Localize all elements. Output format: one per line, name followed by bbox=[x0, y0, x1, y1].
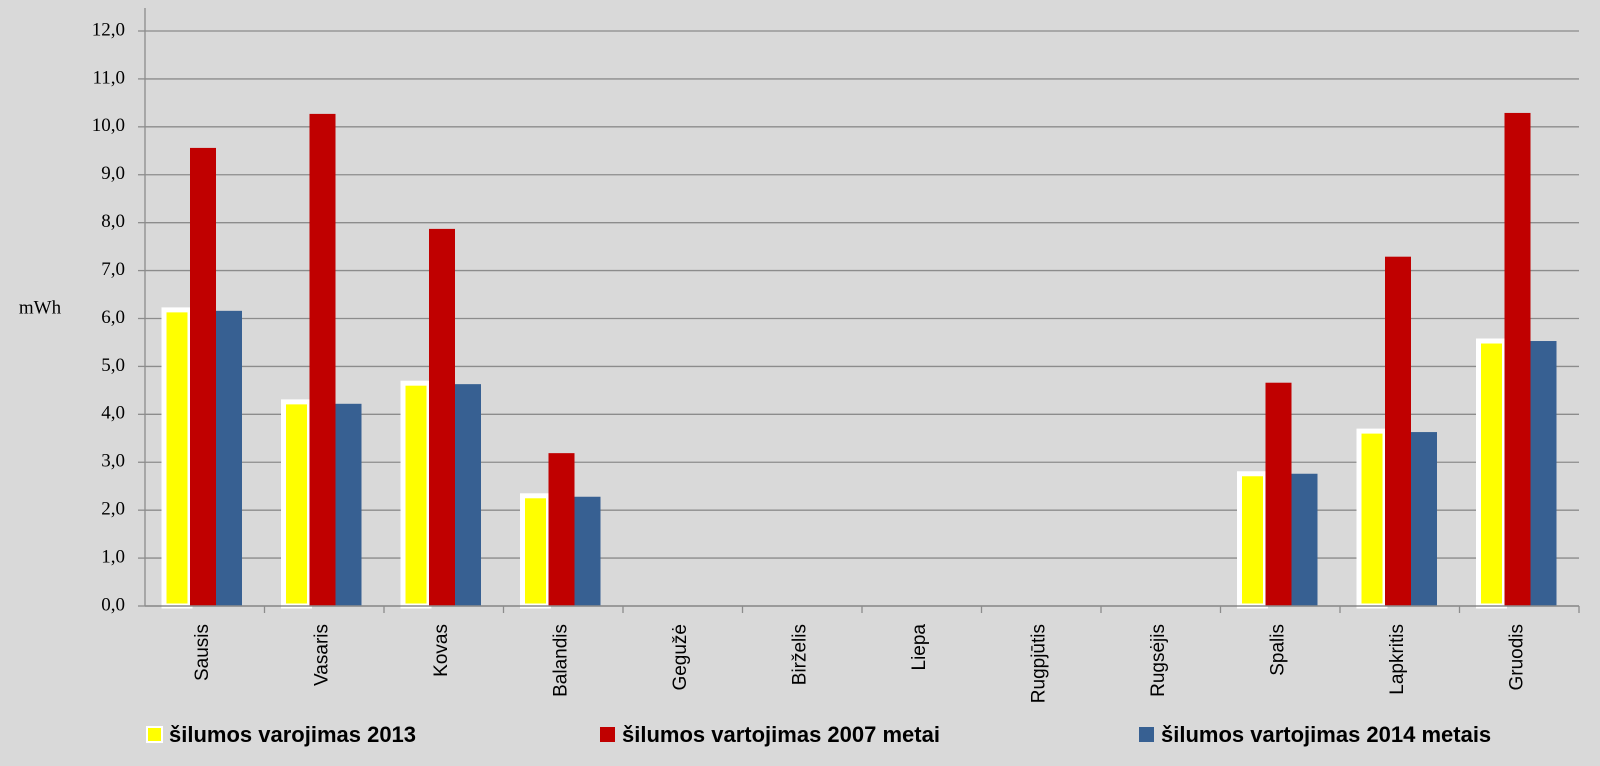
bar bbox=[1530, 341, 1557, 606]
bar bbox=[1291, 473, 1318, 606]
x-tick-label: Rugsėjis bbox=[1148, 624, 1169, 697]
y-tick-label: 4,0 bbox=[101, 403, 125, 424]
legend-marker bbox=[1139, 727, 1154, 742]
bar bbox=[520, 493, 551, 609]
legend-label: šilumos varojimas 2013 bbox=[169, 722, 416, 747]
bar bbox=[190, 147, 216, 606]
x-tick-label: Balandis bbox=[550, 624, 571, 697]
x-tick-label: Vasaris bbox=[311, 624, 332, 686]
y-tick-label: 1,0 bbox=[101, 546, 125, 567]
y-tick-label: 10,0 bbox=[92, 115, 125, 136]
bar bbox=[574, 496, 601, 606]
y-tick-label: 7,0 bbox=[101, 259, 125, 280]
x-tick-label: Kovas bbox=[431, 624, 452, 677]
bar bbox=[1356, 428, 1388, 609]
legend-marker bbox=[146, 726, 163, 743]
y-tick-label: 11,0 bbox=[92, 67, 125, 88]
y-tick-label: 0,0 bbox=[101, 594, 125, 615]
x-tick-label: Lapkritis bbox=[1387, 624, 1408, 695]
y-axis-label: mWh bbox=[19, 297, 62, 318]
bar bbox=[548, 453, 575, 606]
bar bbox=[1385, 256, 1411, 606]
bar bbox=[161, 307, 193, 609]
y-tick-label: 12,0 bbox=[92, 19, 125, 40]
x-tick-label: Spalis bbox=[1267, 624, 1288, 676]
y-tick-label: 6,0 bbox=[101, 307, 125, 328]
y-tick-label: 8,0 bbox=[101, 211, 125, 232]
bar bbox=[1265, 382, 1292, 606]
bar bbox=[335, 403, 362, 606]
bar bbox=[281, 399, 312, 609]
y-tick-label: 3,0 bbox=[101, 451, 125, 472]
y-tick-label: 5,0 bbox=[101, 355, 125, 376]
bar bbox=[455, 384, 481, 606]
x-tick-label: Gegužė bbox=[670, 624, 691, 691]
bar bbox=[216, 310, 242, 606]
x-tick-label: Rugpjūtis bbox=[1028, 624, 1049, 703]
legend-label: šilumos vartojimas 2007 metai bbox=[622, 722, 940, 747]
x-tick-label: Gruodis bbox=[1506, 624, 1527, 691]
bar bbox=[429, 228, 455, 607]
bar bbox=[400, 380, 432, 609]
legend-marker bbox=[600, 727, 615, 742]
y-tick-label: 9,0 bbox=[101, 163, 125, 184]
bar bbox=[1476, 338, 1507, 609]
y-tick-label: 2,0 bbox=[101, 499, 125, 520]
x-tick-label: Liepa bbox=[909, 624, 930, 671]
legend-label: šilumos vartojimas 2014 metais bbox=[1161, 722, 1491, 747]
bar bbox=[1504, 112, 1531, 606]
x-tick-label: Birželis bbox=[789, 624, 810, 685]
x-tick-label: Sausis bbox=[192, 624, 213, 681]
bar bbox=[309, 113, 336, 606]
bar bbox=[1237, 471, 1268, 609]
bar bbox=[1411, 432, 1437, 606]
